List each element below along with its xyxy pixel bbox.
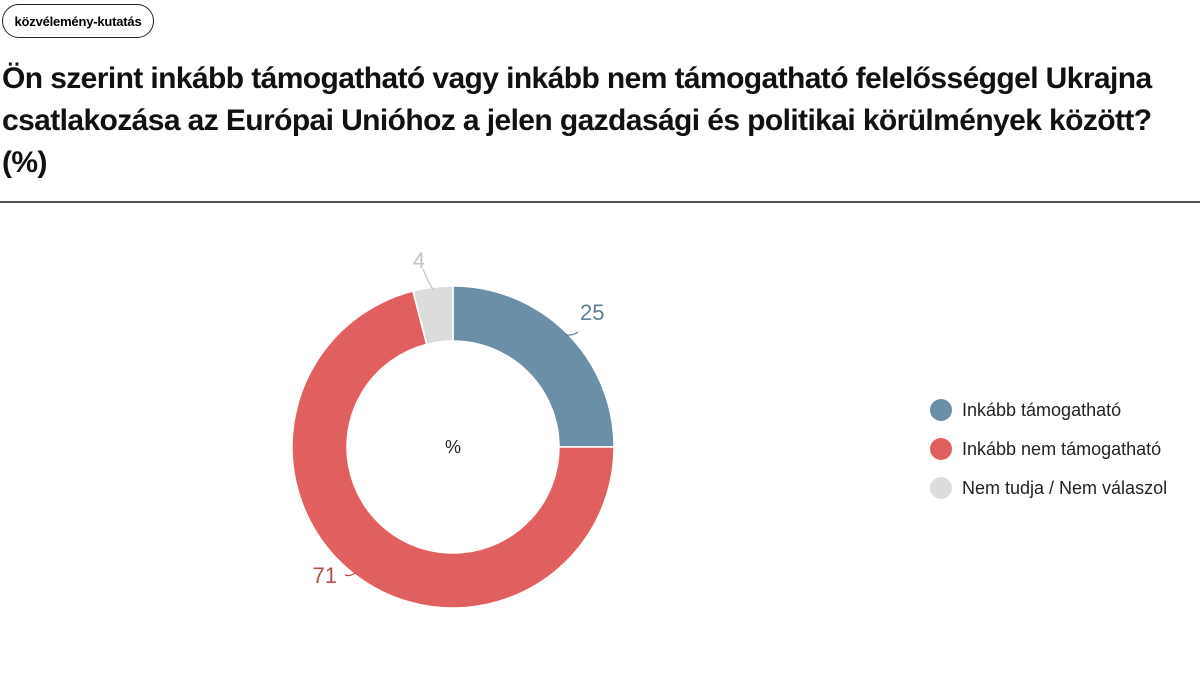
page-title: Ön szerint inkább támogatható vagy inkáb… [2, 62, 1152, 179]
slice-nem-tudja [412, 285, 454, 346]
leader-line-inkabb-nem-tamogathato [344, 572, 356, 577]
legend-swatch [930, 438, 952, 460]
legend-swatch [930, 477, 952, 499]
legend-label: Inkább nem támogatható [962, 439, 1161, 459]
label-leader-lines [344, 268, 579, 577]
leader-line-inkabb-tamogathato [565, 331, 579, 336]
legend-swatch [930, 399, 952, 421]
donut-chart: 25 71 4 % Inkább támogatható Inkább nem tám… [291, 248, 1167, 609]
title-divider [0, 201, 1200, 203]
legend: Inkább támogatható Inkább nem támogatható… [930, 399, 1167, 499]
category-tag[interactable]: közvélemény-kutatás [2, 4, 154, 38]
data-label-inkabb-tamogathato: 25 [580, 300, 604, 325]
data-label-nem-tudja: 4 [413, 248, 425, 273]
center-label: % [445, 437, 461, 457]
donut-slices [291, 285, 615, 609]
legend-item-inkabb-tamogathato[interactable]: Inkább támogatható [930, 399, 1121, 421]
slice-inkabb-nem-tamogathato [291, 290, 615, 609]
legend-label: Nem tudja / Nem válaszol [962, 478, 1167, 498]
legend-item-inkabb-nem-tamogathato[interactable]: Inkább nem támogatható [930, 438, 1161, 460]
leader-line-nem-tudja [422, 268, 434, 290]
data-label-inkabb-nem-tamogathato: 71 [313, 563, 337, 588]
legend-item-nem-tudja[interactable]: Nem tudja / Nem válaszol [930, 477, 1167, 499]
data-labels: 25 71 4 [313, 248, 605, 588]
legend-label: Inkább támogatható [962, 400, 1121, 420]
